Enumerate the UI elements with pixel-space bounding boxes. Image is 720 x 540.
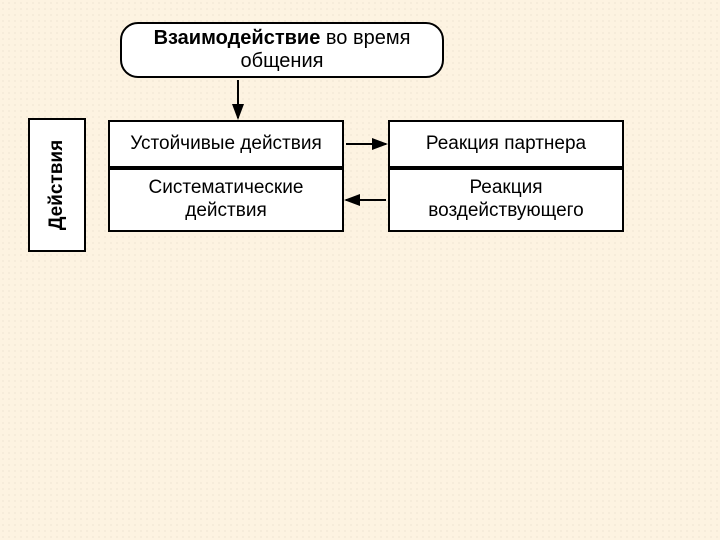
title-node: Взаимодействие во время общения (120, 22, 444, 78)
cell-label: Устойчивые действия (130, 133, 322, 156)
slide: Взаимодействие во время общения Действия… (0, 0, 720, 540)
title-bold: Взаимодействие (154, 27, 321, 49)
cell-partner-reaction: Реакция партнера (388, 120, 624, 168)
cell-systematic-actions: Систематические действия (108, 168, 344, 232)
arrows-layer (0, 0, 720, 540)
cell-label: Реакция воздействующего (398, 177, 614, 223)
sidebar-node: Действия (28, 118, 86, 252)
cell-influencer-reaction: Реакция воздействующего (388, 168, 624, 232)
title-text: Взаимодействие во время общения (132, 27, 432, 73)
cell-sustained-actions: Устойчивые действия (108, 120, 344, 168)
sidebar-label: Действия (46, 140, 68, 230)
cell-label: Реакция партнера (426, 133, 586, 156)
cell-label: Систематические действия (118, 177, 334, 223)
